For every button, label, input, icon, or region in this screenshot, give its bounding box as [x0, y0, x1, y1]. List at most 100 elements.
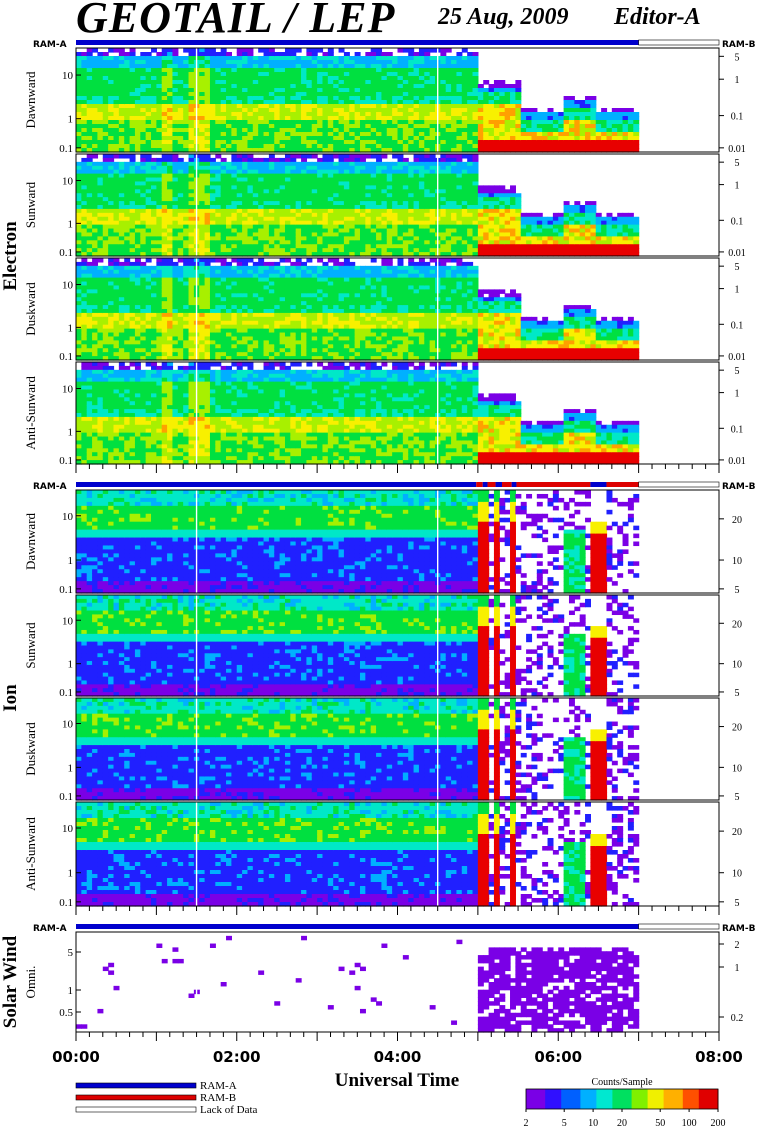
spectrogram-cell [114, 140, 120, 145]
spectrogram-cell [462, 217, 468, 222]
spectrogram-cell [114, 221, 120, 226]
spectrogram-cell [510, 84, 516, 89]
spectrogram-cell [328, 132, 334, 137]
spectrogram-cell [264, 189, 270, 194]
spectrogram-cell [601, 136, 607, 141]
spectrogram-cell [574, 116, 580, 121]
spectrogram-cell [499, 92, 505, 97]
spectrogram-cell [483, 248, 489, 253]
spectrogram-cell [97, 329, 103, 334]
spectrogram-cell [162, 154, 168, 159]
spectrogram-cell [119, 108, 125, 113]
spectrogram-cell [210, 68, 216, 73]
spectrogram-cell [312, 154, 318, 159]
spectrogram-cell [114, 205, 120, 210]
spectrogram-cell [633, 112, 639, 117]
spectrogram-cell [274, 56, 280, 61]
spectrogram-cell [548, 225, 554, 230]
spectrogram-cell [114, 262, 120, 267]
spectrogram-cell [124, 278, 130, 283]
spectrogram-cell [215, 60, 221, 65]
spectrogram-cell [167, 232, 173, 237]
spectrogram-cell [285, 140, 291, 145]
spectrogram-cell [312, 136, 318, 141]
spectrogram-cell [221, 76, 227, 81]
spectrogram-cell [119, 140, 125, 145]
spectrogram-cell [247, 140, 253, 145]
spectrogram-cell [365, 52, 371, 57]
spectrogram-cell [628, 240, 634, 245]
spectrogram-cell [92, 321, 98, 326]
spectrogram-cell [221, 193, 227, 198]
spectrogram-cell [146, 52, 152, 57]
spectrogram-cell [253, 229, 259, 234]
spectrogram-cell [199, 60, 205, 65]
spectrogram-cell [398, 48, 404, 53]
spectrogram-cell [237, 213, 243, 218]
spectrogram-cell [199, 197, 205, 202]
spectrogram-cell [585, 96, 591, 101]
spectrogram-cell [414, 166, 420, 171]
spectrogram-cell [97, 244, 103, 249]
spectrogram-cell [301, 144, 307, 149]
spectrogram-cell [76, 56, 82, 61]
spectrogram-cell [489, 100, 495, 105]
spectrogram-cell [146, 124, 152, 129]
spectrogram-cell [156, 136, 162, 141]
spectrogram-cell [617, 248, 623, 253]
spectrogram-cell [515, 96, 521, 101]
spectrogram-cell [140, 289, 146, 294]
spectrogram-cell [515, 201, 521, 206]
spectrogram-cell [103, 244, 109, 249]
spectrogram-cell [317, 205, 323, 210]
spectrogram-cell [92, 262, 98, 267]
spectrogram-cell [167, 236, 173, 241]
spectrogram-cell [483, 209, 489, 214]
spectrogram-cell [333, 244, 339, 249]
spectrogram-cell [108, 317, 114, 322]
spectrogram-cell [264, 236, 270, 241]
spectrogram-cell [306, 84, 312, 89]
spectrogram-cell [178, 108, 184, 113]
spectrogram-cell [92, 189, 98, 194]
spectrogram-cell [108, 144, 114, 149]
spectrogram-cell [537, 140, 543, 145]
spectrogram-cell [205, 92, 211, 97]
spectrogram-cell [269, 92, 275, 97]
spectrogram-cell [124, 213, 130, 218]
spectrogram-cell [226, 189, 232, 194]
spectrogram-cell [580, 144, 586, 149]
spectrogram-cell [119, 96, 125, 101]
spectrogram-cell [130, 209, 136, 214]
spectrogram-cell [135, 244, 141, 249]
spectrogram-cell [623, 244, 629, 249]
spectrogram-cell [317, 132, 323, 137]
spectrogram-cell [285, 120, 291, 125]
spectrogram-cell [408, 124, 414, 129]
spectrogram-cell [301, 221, 307, 226]
spectrogram-cell [290, 120, 296, 125]
spectrogram-cell [215, 112, 221, 117]
spectrogram-cell [258, 60, 264, 65]
spectrogram-cell [253, 136, 259, 141]
spectrogram-cell [312, 217, 318, 222]
spectrogram-cell [483, 197, 489, 202]
spectrogram-cell [151, 181, 157, 186]
mode-label-left: RAM-A [33, 40, 67, 50]
spectrogram-cell [87, 262, 93, 267]
spectrogram-cell [296, 76, 302, 81]
spectrogram-cell [398, 96, 404, 101]
spectrogram-cell [456, 116, 462, 121]
spectrogram-cell [505, 136, 511, 141]
spectrogram-cell [322, 80, 328, 85]
spectrogram-cell [280, 229, 286, 234]
spectrogram-cell [253, 232, 259, 237]
spectrogram-cell [365, 120, 371, 125]
spectrogram-cell [205, 244, 211, 249]
spectrogram-cell [290, 181, 296, 186]
spectrogram-cell [414, 197, 420, 202]
spectrogram-cell [306, 225, 312, 230]
spectrogram-cell [301, 166, 307, 171]
spectrogram-cell [130, 56, 136, 61]
spectrogram-cell [264, 136, 270, 141]
